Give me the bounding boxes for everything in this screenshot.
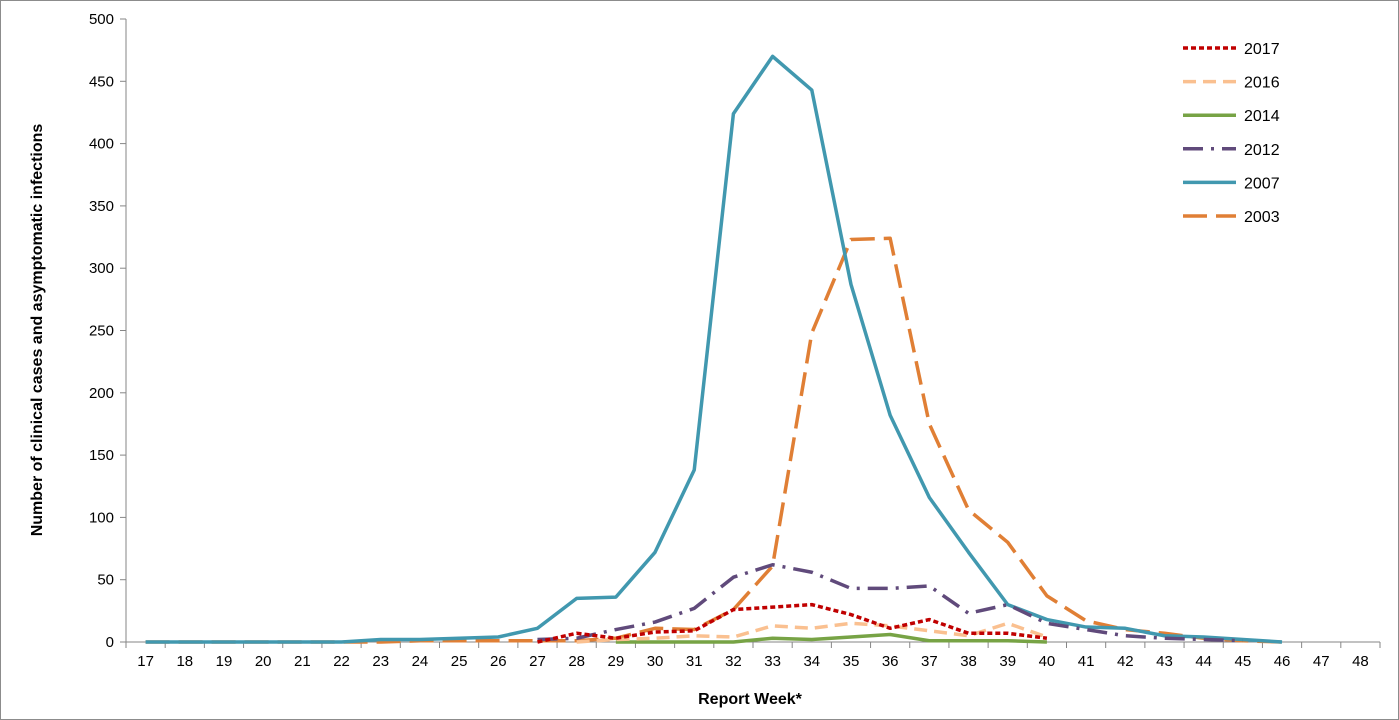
legend-label-2016: 2016 xyxy=(1244,75,1280,92)
y-tick-label: 400 xyxy=(89,136,114,153)
x-axis: 17 18 19 20 21 22 23 24 25 26 27 28 29 30 31 32 33 34 35 36… xyxy=(125,641,1381,670)
x-tick-label: 40 xyxy=(1039,653,1056,670)
y-axis-title: Number of clinical cases and asymptomati… xyxy=(29,124,46,537)
y-tick-label: 350 xyxy=(89,198,114,215)
x-tick-label: 30 xyxy=(647,653,664,670)
x-tick-label: 44 xyxy=(1195,653,1212,670)
x-tick-label: 47 xyxy=(1313,653,1330,670)
y-tick-label: 200 xyxy=(89,385,114,402)
legend-label-2017: 2017 xyxy=(1244,41,1280,58)
x-tick-label: 45 xyxy=(1235,653,1252,670)
y-tick-label: 450 xyxy=(89,73,114,90)
legend-label-2003: 2003 xyxy=(1244,209,1280,226)
x-tick-label: 18 xyxy=(176,653,193,670)
legend-label-2012: 2012 xyxy=(1244,142,1280,159)
x-tick-label: 39 xyxy=(999,653,1016,670)
series-line-2007 xyxy=(145,54,1283,644)
x-tick-label: 28 xyxy=(568,653,585,670)
y-tick-label: 300 xyxy=(89,260,114,277)
x-axis-title: Report Week* xyxy=(698,691,803,708)
x-tick-label: 37 xyxy=(921,653,938,670)
series-line-2017 xyxy=(537,602,1048,644)
x-tick-label: 36 xyxy=(882,653,899,670)
series-line-2012 xyxy=(537,563,1243,643)
x-tick-label: 19 xyxy=(216,653,233,670)
x-tick-label: 31 xyxy=(686,653,703,670)
x-tick-label: 17 xyxy=(137,653,154,670)
x-tick-label: 32 xyxy=(725,653,742,670)
x-tick-label: 20 xyxy=(255,653,272,670)
legend: 2017 2016 2014 2012 2007 2003 xyxy=(1183,41,1280,226)
y-tick-label: 0 xyxy=(106,634,114,651)
series-line-2014 xyxy=(615,632,1047,644)
x-tick-label: 23 xyxy=(372,653,389,670)
x-tick-label: 48 xyxy=(1352,653,1369,670)
y-tick-label: 500 xyxy=(89,11,114,28)
x-tick-label: 38 xyxy=(960,653,977,670)
legend-label-2014: 2014 xyxy=(1244,108,1280,125)
x-tick-label: 35 xyxy=(843,653,860,670)
series-line-2003 xyxy=(145,236,1283,644)
x-tick-label: 41 xyxy=(1078,653,1095,670)
x-tick-label: 43 xyxy=(1156,653,1173,670)
x-tick-label: 27 xyxy=(529,653,546,670)
x-tick-label: 22 xyxy=(333,653,350,670)
x-tick-label: 24 xyxy=(412,653,429,670)
x-tick-label: 29 xyxy=(608,653,625,670)
y-tick-label: 100 xyxy=(89,509,114,526)
x-tick-label: 33 xyxy=(764,653,781,670)
x-tick-label: 26 xyxy=(490,653,507,670)
x-tick-label: 46 xyxy=(1274,653,1291,670)
legend-label-2007: 2007 xyxy=(1244,175,1280,192)
x-tick-label: 34 xyxy=(803,653,820,670)
x-tick-label: 25 xyxy=(451,653,468,670)
y-tick-label: 50 xyxy=(97,572,114,589)
y-tick-label: 150 xyxy=(89,447,114,464)
y-tick-label: 250 xyxy=(89,323,114,340)
series-layer xyxy=(145,54,1283,644)
x-tick-label: 42 xyxy=(1117,653,1134,670)
x-tick-label: 21 xyxy=(294,653,311,670)
y-axis: 0 50 100 150 200 250 300 350 400 450 500 xyxy=(89,11,127,651)
